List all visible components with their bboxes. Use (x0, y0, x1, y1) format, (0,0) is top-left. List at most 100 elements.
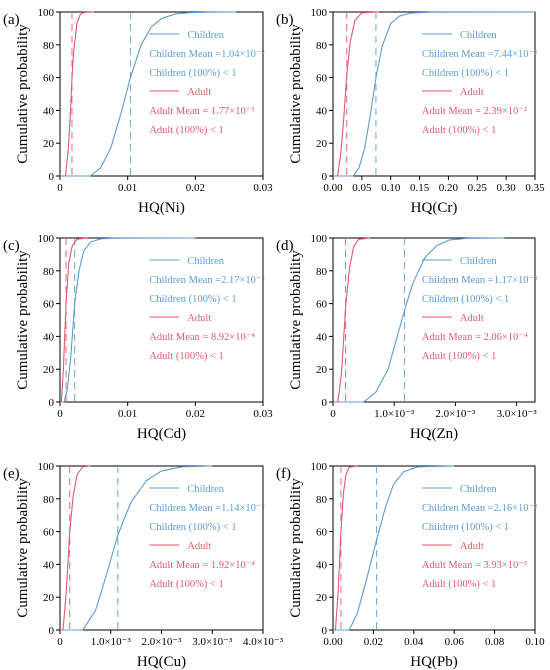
y-tick-label: 100 (38, 461, 55, 473)
y-tick-label: 60 (316, 73, 328, 85)
legend-entry: Children (100%) < 1 (149, 522, 236, 533)
plot-frame (59, 237, 264, 403)
x-tick-label: 1.0×10⁻³ (374, 408, 415, 420)
children-cdf-line (60, 237, 196, 403)
legend-entry: Children (187, 30, 224, 41)
x-tick-label: 0.05 (352, 182, 372, 194)
legend-entry: Adult Mean = 1.92×10⁻⁴ (149, 560, 255, 571)
plot-frame (332, 465, 536, 631)
x-tick-label: 0.06 (445, 636, 465, 648)
legend-entry: Children (100%) < 1 (422, 522, 509, 533)
legend-entry: Adult (460, 87, 484, 98)
children-cdf-line (333, 11, 536, 177)
legend-entry: Adult Mean = 2.39×10⁻² (422, 106, 527, 117)
legend-entry: Adult Mean = 2.06×10⁻⁴ (422, 332, 528, 343)
legend-entry: Children (100%) < 1 (149, 294, 236, 305)
legend-entry: Children Mean =1.04×10⁻² (149, 49, 264, 60)
plot-frame (332, 237, 536, 403)
adult-cdf-line (333, 465, 358, 631)
x-tick-label: 3.0×10⁻³ (192, 636, 233, 648)
chart-panel-5: 0 20 40 60 80 100 0 1.0×10⁻³ 2.0×10⁻³ 3.0×10⁻³ 4.0… (3, 461, 284, 670)
y-tick-label: 0 (322, 625, 328, 637)
y-tick-label: 80 (316, 494, 328, 506)
adult-cdf-line (333, 237, 370, 403)
x-tick-label: 0 (57, 636, 63, 648)
legend-entry: Adult (100%) < 1 (422, 125, 496, 136)
panel-label: (b) (276, 12, 294, 28)
x-tick-label: 0.10 (381, 182, 401, 194)
chart-panel-6: 0 20 40 60 80 100 0.00 0.02 0.04 0.06 0.08 0.10 HQ(P… (276, 461, 545, 670)
legend-entry: Children (460, 484, 497, 495)
x-tick-label: 1.0×10⁻³ (91, 636, 132, 648)
y-tick-label: 20 (316, 364, 328, 376)
legend-entry: Adult (100%) < 1 (149, 125, 223, 136)
y-tick-label: 100 (38, 7, 55, 19)
plot-frame (59, 11, 264, 177)
x-tick-label: 0.08 (485, 636, 505, 648)
x-tick-label: 2.0×10⁻³ (435, 408, 476, 420)
y-tick-label: 100 (311, 7, 328, 19)
y-tick-label: 20 (316, 592, 328, 604)
panel-label: (c) (3, 238, 20, 254)
y-tick-label: 100 (311, 461, 328, 473)
x-tick-label: 0.02 (186, 408, 205, 420)
legend-entry: Adult (100%) < 1 (149, 579, 223, 590)
children-cdf-line (60, 465, 213, 631)
adult-cdf-line (60, 11, 94, 177)
y-axis-title: Cumulative probability (15, 478, 31, 618)
legend-entry: Children (100%) < 1 (422, 294, 509, 305)
y-tick-label: 40 (316, 559, 328, 571)
x-tick-label: 0 (57, 408, 63, 420)
x-axis-title: HQ(Pb) (410, 654, 458, 670)
y-axis-title: Cumulative probability (288, 478, 304, 618)
chart-panel-1: 0 20 40 60 80 100 0 0.01 0.02 0.03 HQ(Ni) Cumulativ… (3, 7, 273, 216)
y-tick-label: 20 (43, 138, 55, 150)
adult-cdf-line (60, 465, 91, 631)
x-tick-label: 0.10 (525, 636, 545, 648)
y-tick-label: 20 (316, 138, 328, 150)
legend-entry: Children (460, 30, 497, 41)
legend-entry: Adult (100%) < 1 (422, 579, 496, 590)
y-tick-label: 80 (43, 494, 55, 506)
y-tick-label: 80 (43, 40, 55, 52)
y-tick-label: 40 (316, 105, 328, 117)
x-tick-label: 0.00 (323, 182, 343, 194)
children-cdf-line (333, 237, 505, 403)
y-tick-label: 0 (49, 171, 55, 183)
x-tick-label: 0.20 (439, 182, 459, 194)
legend-entry: Adult (100%) < 1 (422, 351, 496, 362)
y-tick-label: 60 (43, 527, 55, 539)
legend-entry: Adult (460, 313, 484, 324)
legend-entry: Adult (100%) < 1 (149, 351, 223, 362)
x-tick-label: 0.01 (118, 182, 137, 194)
y-tick-label: 40 (43, 105, 55, 117)
y-tick-label: 80 (316, 266, 328, 278)
y-axis-title: Cumulative probability (288, 250, 304, 390)
y-tick-label: 60 (316, 299, 328, 311)
y-tick-label: 0 (322, 171, 328, 183)
x-tick-label: 0.03 (253, 408, 273, 420)
legend-entry: Children (100%) < 1 (149, 68, 236, 79)
panel-label: (d) (276, 238, 294, 254)
y-tick-label: 0 (49, 625, 55, 637)
y-axis-title: Cumulative probability (15, 24, 31, 164)
x-tick-label: 0.03 (253, 182, 273, 194)
y-tick-label: 60 (316, 527, 328, 539)
panel-label: (e) (3, 466, 20, 482)
legend-entry: Adult (187, 87, 211, 98)
x-tick-label: 0.02 (186, 182, 205, 194)
legend-entry: Children Mean =2.16×10⁻² (422, 503, 537, 514)
chart-panel-2: 0 20 40 60 80 100 0.00 0.05 0.10 0.15 0.20 0.25 0.30… (276, 7, 545, 216)
legend-entry: Children Mean =7.44×10⁻² (422, 49, 537, 60)
x-axis-title: HQ(Zn) (410, 426, 458, 442)
x-tick-label: 0.15 (410, 182, 430, 194)
y-tick-label: 100 (311, 233, 328, 245)
legend-entry: Adult Mean = 3.93×10⁻³ (422, 560, 527, 571)
x-axis-title: HQ(Cu) (137, 654, 186, 670)
y-axis-title: Cumulative probability (15, 250, 31, 390)
x-tick-label: 0.25 (468, 182, 488, 194)
y-tick-label: 20 (43, 592, 55, 604)
chart-panel-3: 0 20 40 60 80 100 0 0.01 0.02 0.03 HQ(Cd) Cumulativ… (3, 233, 273, 442)
y-tick-label: 40 (43, 331, 55, 343)
